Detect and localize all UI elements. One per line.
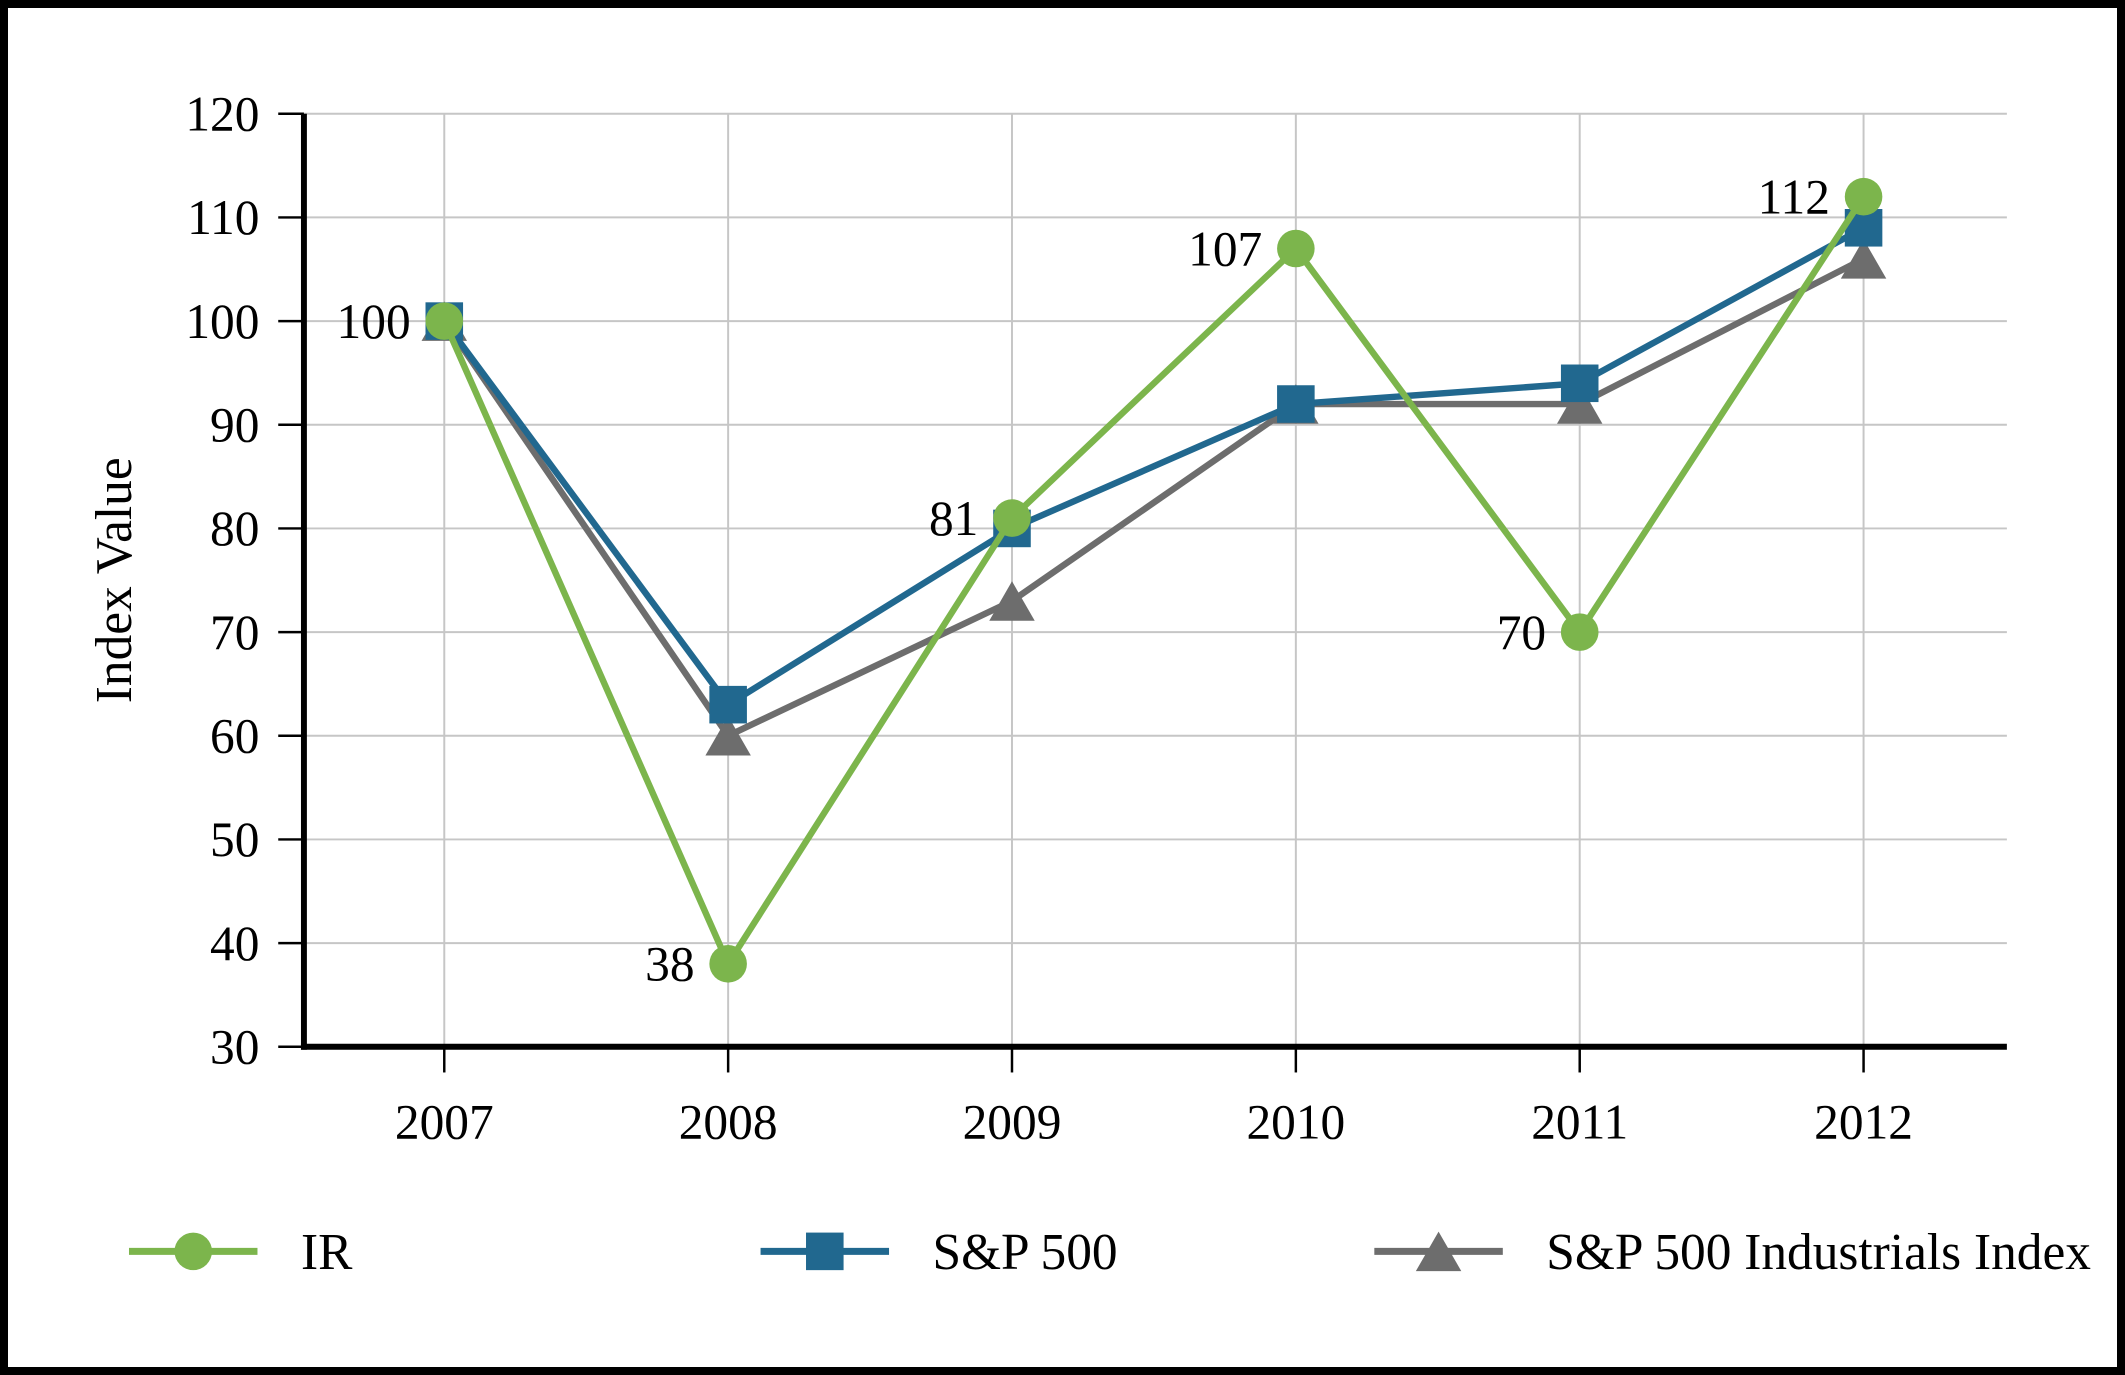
data-labels: 100 38 81 107 70 112 [337, 169, 1830, 991]
y-tick-label: 50 [210, 812, 259, 867]
marker-s-p-500-2011 [1560, 364, 1599, 403]
legend-marker-square-icon [806, 1232, 844, 1271]
legend-item-s-p-500: S&P 500 [760, 1224, 1118, 1281]
data-label: 81 [929, 491, 978, 546]
y-tick-label: 40 [210, 916, 259, 971]
legend-label: S&P 500 [933, 1224, 1118, 1281]
marker-s-p-500-2008 [709, 685, 747, 724]
marker-s-p-500-industrials-index-2012 [1840, 239, 1887, 279]
data-label: 112 [1758, 169, 1830, 224]
x-tick-label: 2012 [1814, 1095, 1913, 1150]
y-tick-label: 110 [187, 190, 259, 245]
marker-s-p-500-industrials-index-2011 [1556, 384, 1603, 424]
series-ir [425, 177, 1883, 983]
y-tick-label: 60 [210, 709, 259, 764]
x-tick-label: 2007 [395, 1095, 494, 1150]
marker-ir-2012 [1844, 177, 1883, 216]
y-axis-ticks: 30 40 50 60 70 80 90 100 110 120 [185, 87, 304, 1075]
legend-marker-circle-icon [174, 1232, 213, 1271]
stock-performance-line-chart: 30 40 50 60 70 80 90 100 110 120 2007 2008 2009 2010 2… [8, 8, 2117, 1367]
y-tick-label: 120 [185, 87, 259, 142]
marker-s-p-500-2010 [1277, 385, 1315, 423]
series-line-ir [441, 194, 1867, 971]
y-tick-label: 90 [210, 398, 259, 453]
y-axis-title: Index Value [86, 457, 143, 703]
marker-s-p-500-industrials-index-2009 [989, 581, 1035, 621]
data-label: 70 [1497, 605, 1546, 660]
axes [300, 113, 2007, 1050]
marker-ir-2008 [709, 945, 747, 983]
x-axis-ticks: 2007 2008 2009 2010 2011 2012 [395, 1046, 1913, 1150]
x-tick-label: 2008 [679, 1095, 778, 1150]
legend: IR S&P 500 S&P 500 Industrials Index [128, 1224, 2091, 1281]
series-line-s-p-500-industrials-index [441, 256, 1866, 740]
y-tick-label: 70 [210, 605, 259, 660]
x-tick-label: 2011 [1531, 1095, 1628, 1150]
legend-marker-triangle-icon [1415, 1231, 1462, 1272]
y-tick-label: 100 [185, 294, 259, 349]
gridlines [303, 112, 2007, 1047]
series-s-p-500 [425, 209, 1883, 724]
marker-ir-2007 [425, 302, 464, 340]
series-line-s-p-500 [441, 224, 1866, 709]
x-tick-label: 2010 [1246, 1095, 1345, 1150]
legend-item-s-p-500-industrials-index: S&P 500 Industrials Index [1374, 1224, 2091, 1281]
legend-item-ir: IR [128, 1224, 353, 1281]
data-label: 38 [645, 937, 694, 992]
y-tick-label: 80 [210, 501, 259, 556]
x-tick-label: 2009 [963, 1095, 1062, 1150]
data-label: 107 [1188, 221, 1262, 276]
marker-ir-2010 [1277, 229, 1315, 268]
legend-label: S&P 500 Industrials Index [1546, 1224, 2091, 1281]
data-label: 100 [337, 294, 411, 349]
marker-ir-2011 [1560, 613, 1599, 651]
y-tick-label: 30 [210, 1020, 259, 1075]
marker-s-p-500-industrials-index-2008 [705, 715, 751, 756]
marker-ir-2009 [993, 499, 1031, 537]
legend-label: IR [301, 1224, 353, 1281]
